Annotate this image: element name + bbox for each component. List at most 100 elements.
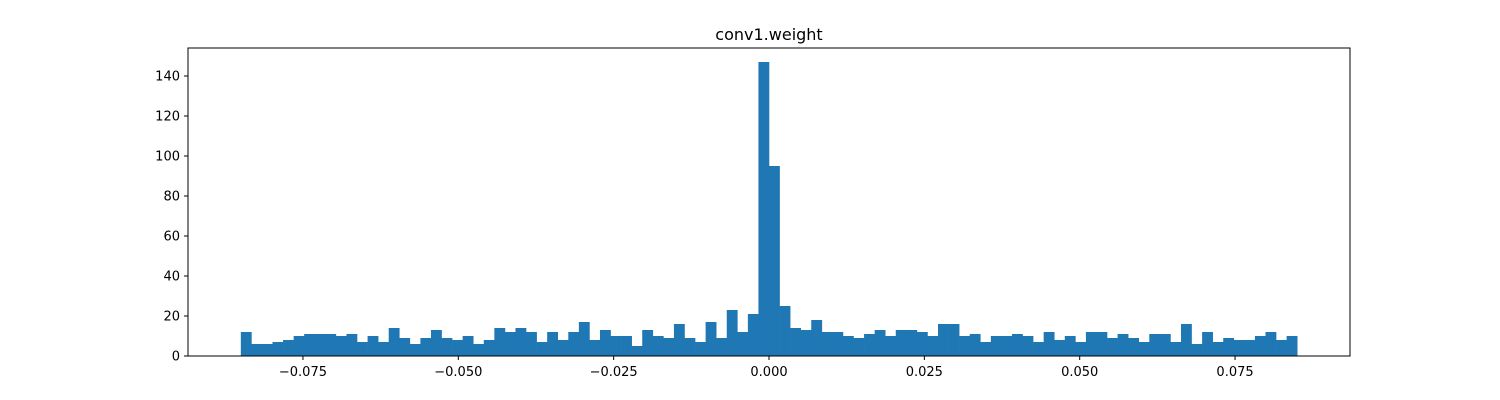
histogram-bar [1149, 334, 1161, 356]
histogram-bar [906, 330, 918, 356]
x-tick-label: 0.075 [1216, 365, 1253, 380]
histogram-bar [589, 340, 601, 356]
y-tick-label: 80 [163, 190, 180, 205]
histogram-bar [821, 332, 833, 356]
histogram-bar [800, 330, 812, 356]
histogram-bar [1223, 338, 1235, 356]
chart-title: conv1.weight [715, 25, 822, 44]
y-tick-label: 100 [155, 150, 180, 165]
histogram-bar [1107, 338, 1118, 356]
histogram-bar [283, 340, 294, 356]
histogram-bar [240, 332, 252, 356]
histogram-bar [642, 330, 654, 356]
x-tick-label: −0.050 [434, 365, 482, 380]
histogram-bar [1191, 344, 1203, 356]
histogram-bar [621, 336, 632, 356]
x-tick-label: 0.025 [906, 365, 943, 380]
histogram-bar [895, 330, 907, 356]
y-tick-label: 120 [155, 110, 180, 125]
histogram-bar [261, 344, 273, 356]
y-tick-label: 60 [163, 230, 180, 245]
histogram-bar [346, 334, 358, 356]
histogram-bar [452, 340, 463, 356]
histogram-bar [1286, 336, 1298, 356]
histogram-bar [526, 332, 537, 356]
histogram-bar [916, 332, 928, 356]
histogram-bar [610, 336, 622, 356]
histogram-bar [409, 344, 421, 356]
histogram-bar [1276, 340, 1287, 356]
histogram-bar [1244, 340, 1256, 356]
histogram-bar [378, 342, 390, 356]
histogram-bar [1054, 340, 1066, 356]
histogram-bar [1138, 342, 1150, 356]
bars-group [240, 62, 1298, 356]
histogram-bar [1096, 332, 1108, 356]
histogram-bar [969, 334, 981, 356]
histogram-bar [652, 336, 664, 356]
histogram-bar [335, 336, 347, 356]
histogram-bar [272, 342, 284, 356]
histogram-bar [673, 324, 685, 356]
histogram-bar [1117, 334, 1129, 356]
histogram-bar [462, 336, 474, 356]
histogram-bar [885, 336, 897, 356]
histogram-bar [769, 166, 780, 356]
histogram-bar [1128, 338, 1140, 356]
histogram-bar [251, 344, 263, 356]
histogram-bar [811, 320, 823, 356]
histogram-bar [1011, 334, 1023, 356]
x-tick-label: −0.075 [279, 365, 327, 380]
histogram-bar [853, 338, 865, 356]
histogram-bar [494, 328, 506, 356]
histogram-bar [716, 338, 728, 356]
histogram-bar [547, 332, 559, 356]
histogram-bar [874, 330, 886, 356]
x-axis: −0.075 −0.050 −0.025 0.000 0.025 0.050 0.075 [279, 356, 1254, 380]
histogram-bar [790, 328, 801, 356]
histogram-bar [1180, 324, 1192, 356]
histogram-bar [832, 332, 844, 356]
histogram-bar [441, 338, 453, 356]
histogram-bar [515, 328, 527, 356]
histogram-bar [568, 332, 580, 356]
y-tick-label: 0 [172, 350, 180, 365]
histogram-bar [938, 324, 949, 356]
histogram-bar [684, 338, 696, 356]
histogram-bar [304, 334, 316, 356]
histogram-bar [990, 336, 1002, 356]
histogram-bar [758, 62, 770, 356]
histogram-bar [325, 334, 337, 356]
histogram-bar [747, 314, 759, 356]
histogram-bar [1170, 342, 1182, 356]
histogram-bar [420, 338, 432, 356]
y-tick-label: 140 [155, 70, 180, 85]
histogram-bar [483, 340, 495, 356]
x-tick-label: −0.025 [590, 365, 638, 380]
histogram-bar [293, 336, 305, 356]
histogram-bar [367, 336, 379, 356]
histogram-bar [1254, 336, 1266, 356]
histogram-bar [1202, 332, 1213, 356]
histogram-bar [726, 310, 738, 356]
histogram-bar [631, 346, 643, 356]
histogram-bar [1233, 340, 1245, 356]
histogram-bar [314, 334, 326, 356]
histogram-bar [504, 332, 516, 356]
histogram-bar [948, 324, 960, 356]
plot-frame [187, 47, 1351, 357]
x-tick-label: 0.050 [1061, 365, 1098, 380]
y-axis: 0 20 40 60 80 100 120 140 [155, 70, 188, 365]
histogram-bar [388, 328, 400, 356]
histogram-bar [1022, 336, 1034, 356]
histogram-bar [1064, 336, 1076, 356]
y-tick-label: 40 [163, 270, 180, 285]
histogram-bar [705, 322, 717, 356]
histogram-bar [1265, 332, 1277, 356]
histogram-bar [980, 342, 992, 356]
histogram-bar [399, 338, 411, 356]
x-tick-label: 0.000 [750, 365, 787, 380]
histogram-bar [1043, 332, 1055, 356]
histogram-bar [430, 330, 442, 356]
